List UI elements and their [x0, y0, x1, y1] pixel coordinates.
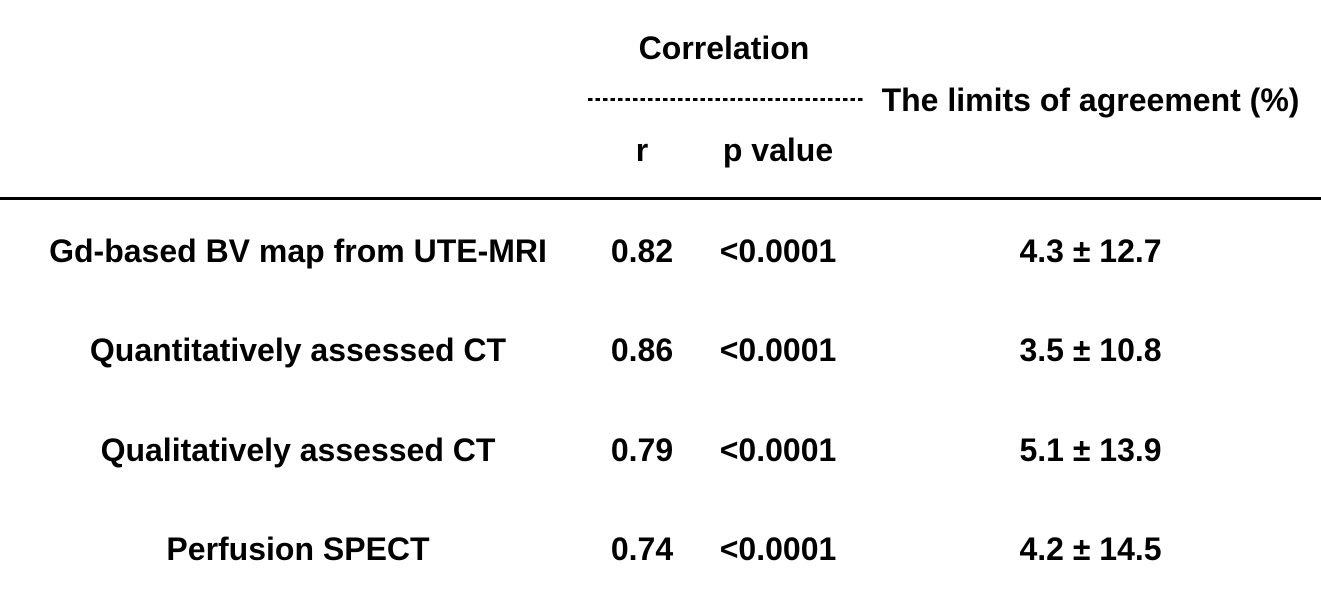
p-value: <0.0001	[719, 432, 837, 468]
header-limits-of-agreement: The limits of agreement (%)	[881, 82, 1300, 118]
header-p-value: p value	[722, 132, 834, 168]
r-value: 0.79	[610, 432, 674, 468]
r-value: 0.82	[610, 233, 674, 269]
limits-value: 4.3 ± 12.7	[1019, 233, 1162, 269]
correlation-group-dashed-divider	[588, 98, 865, 101]
limits-value: 4.2 ± 14.5	[1019, 531, 1162, 567]
row-label: Perfusion SPECT	[166, 531, 430, 567]
header-correlation-group: Correlation	[638, 30, 810, 66]
limits-value: 5.1 ± 13.9	[1019, 432, 1162, 468]
p-value: <0.0001	[719, 332, 837, 368]
header-body-divider-line	[0, 197, 1321, 200]
row-label: Gd-based BV map from UTE-MRI	[49, 233, 547, 269]
r-value: 0.86	[610, 332, 674, 368]
p-value: <0.0001	[719, 233, 837, 269]
row-label: Qualitatively assessed CT	[100, 432, 496, 468]
r-value: 0.74	[610, 531, 674, 567]
header-r: r	[635, 132, 649, 168]
p-value: <0.0001	[719, 531, 837, 567]
row-label: Quantitatively assessed CT	[89, 332, 507, 368]
limits-value: 3.5 ± 10.8	[1019, 332, 1162, 368]
